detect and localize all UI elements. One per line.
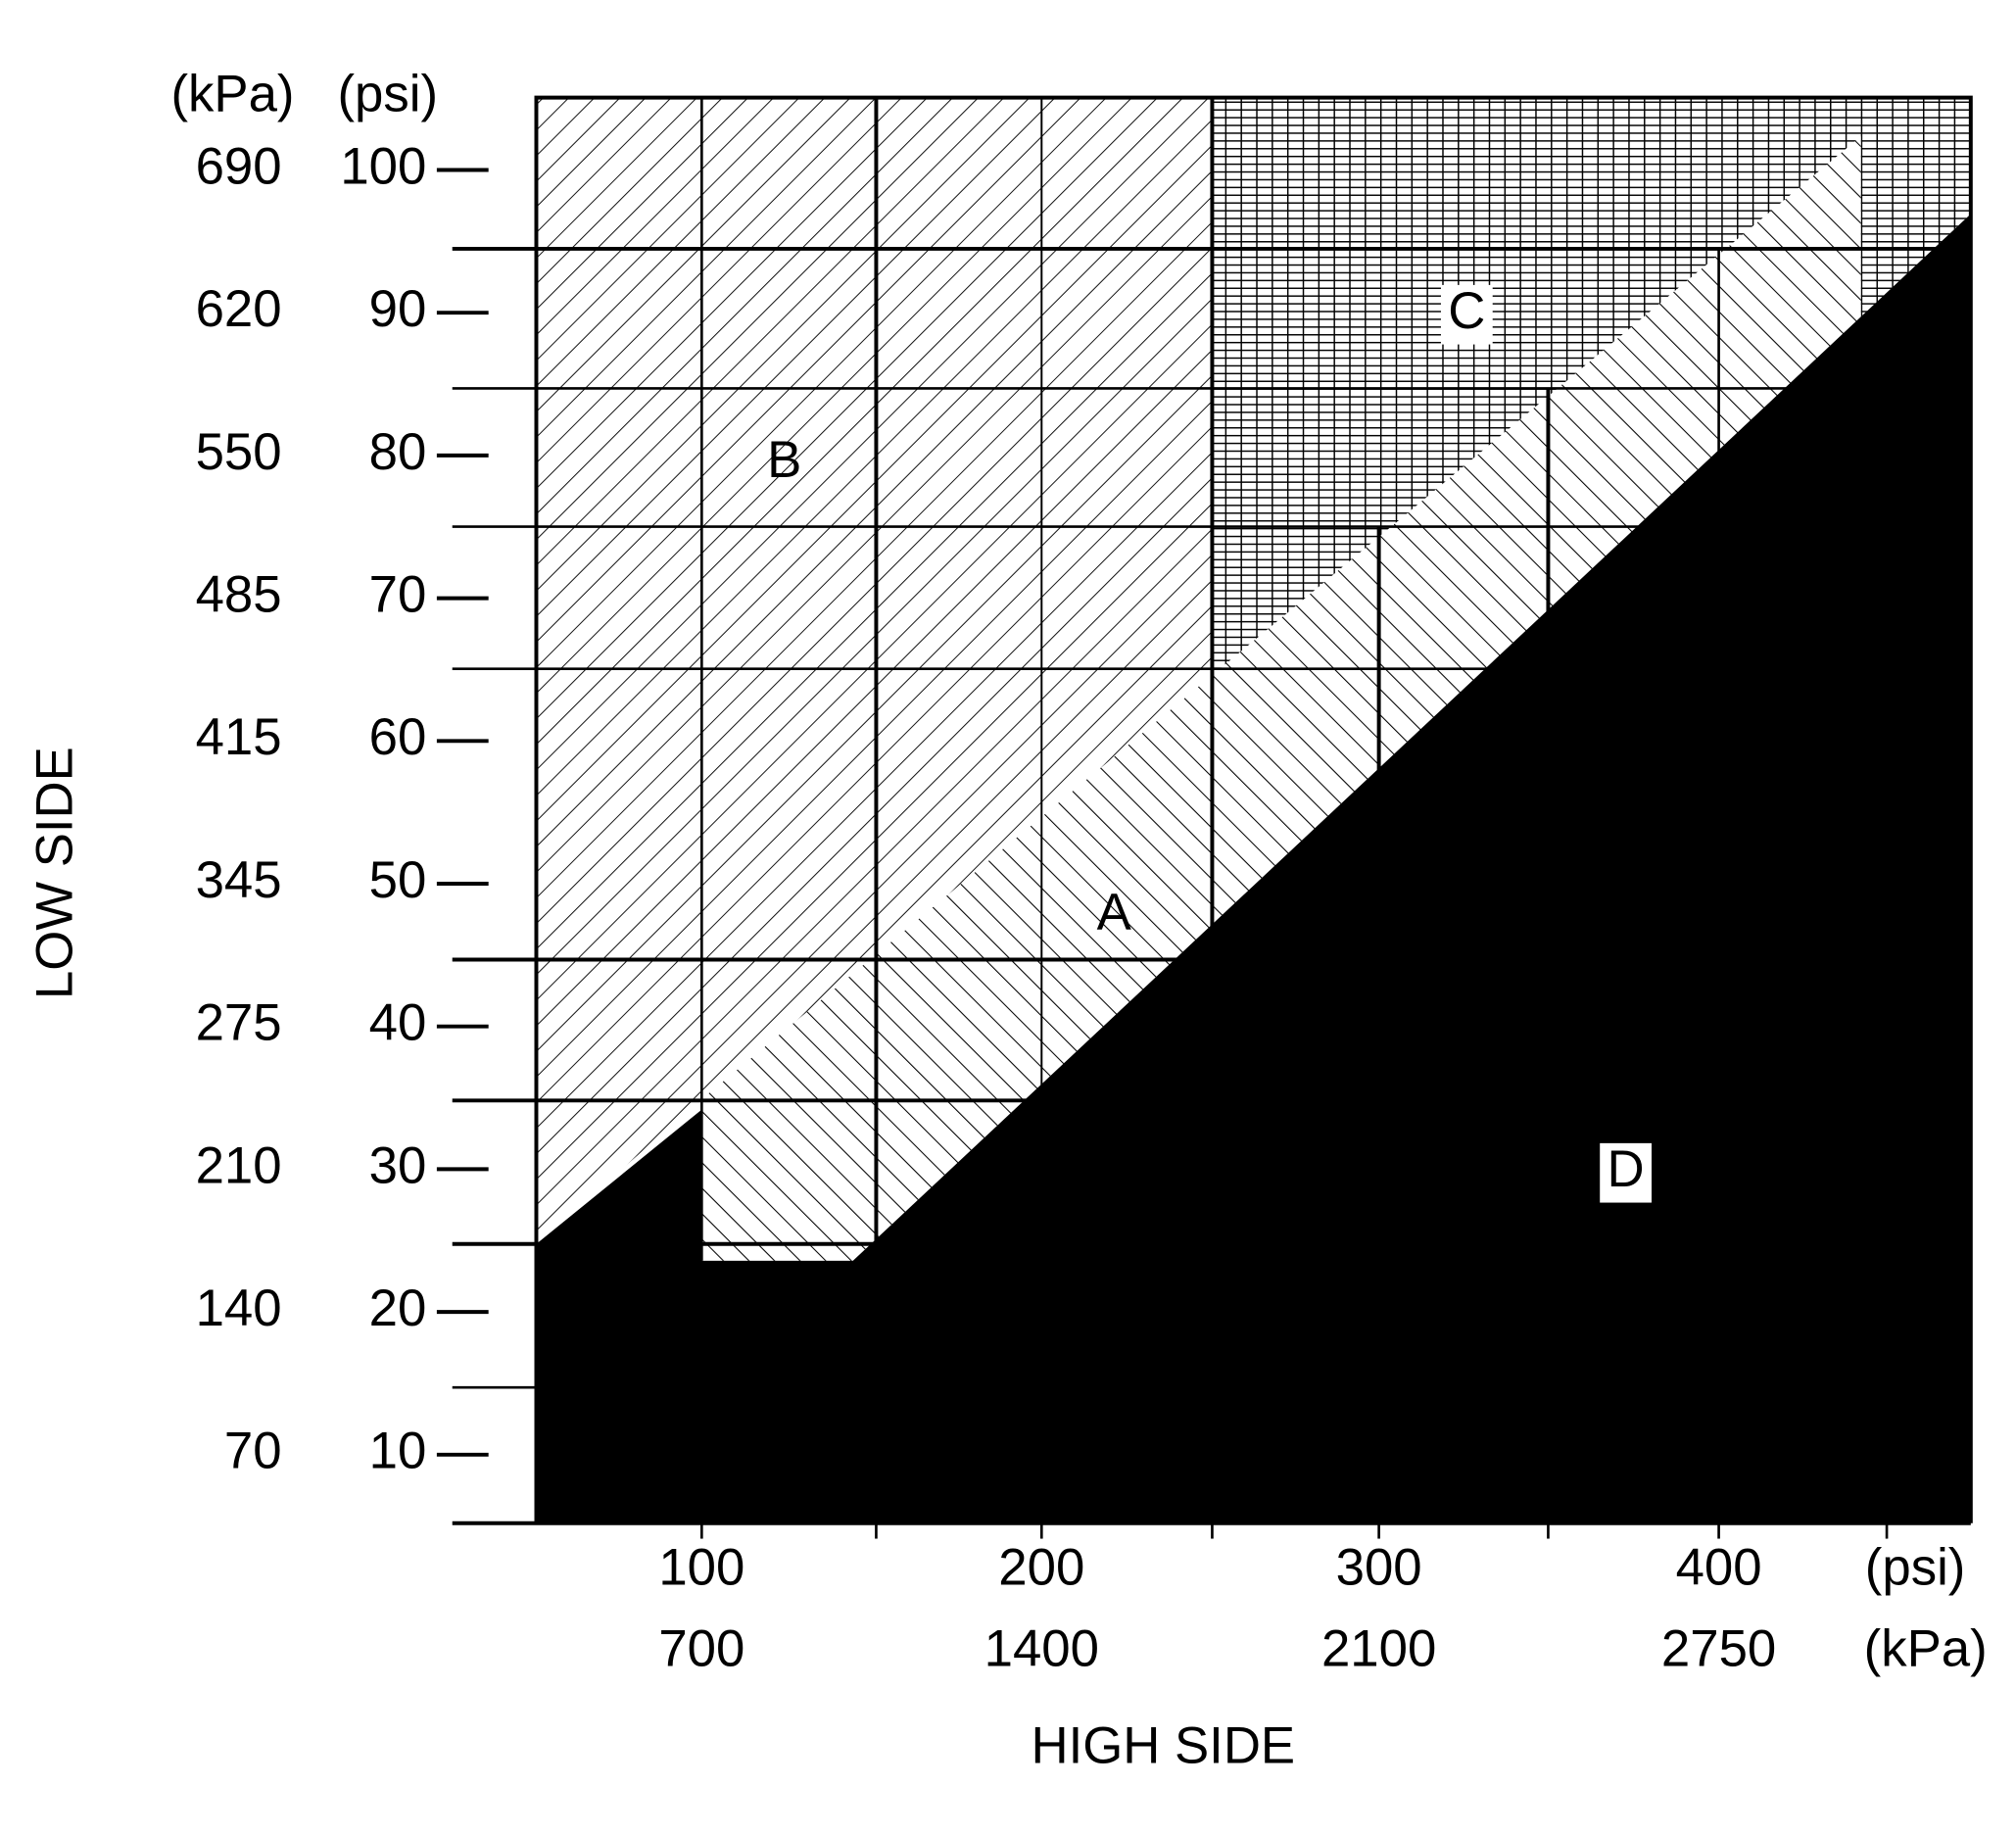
y-tick-label-kpa: 345 — [196, 851, 282, 909]
label-box — [1440, 284, 1493, 345]
region-c — [1212, 97, 1971, 676]
y-tick-label-psi: 10 — [369, 1423, 427, 1480]
region-label: D — [1608, 1140, 1645, 1198]
x-tick-label-kpa: 2100 — [1321, 1620, 1436, 1678]
y-tick-label-kpa: 620 — [196, 280, 282, 338]
y-axis-title: LOW SIDE — [25, 747, 83, 999]
label-box — [1600, 1142, 1652, 1203]
x-tick-label-kpa: 1400 — [984, 1620, 1099, 1678]
y-unit-kpa: (kPa) — [170, 66, 294, 123]
x-tick-label-psi: 400 — [1676, 1538, 1762, 1596]
region-a — [701, 136, 1861, 1261]
y-unit-psi: (psi) — [337, 66, 438, 123]
x-tick-label-psi: 200 — [998, 1538, 1084, 1596]
plot-border — [534, 95, 1973, 1523]
y-tick-label-psi: 50 — [369, 851, 427, 909]
x-tick-label-psi: 300 — [1336, 1538, 1422, 1596]
y-tick-label-psi: 60 — [369, 708, 427, 766]
y-tick-label-psi: 30 — [369, 1136, 427, 1194]
y-tick-label-psi: 80 — [369, 423, 427, 481]
x-unit-psi: (psi) — [1865, 1538, 1966, 1596]
x-unit-kpa: (kPa) — [1864, 1620, 1988, 1678]
y-tick-label-psi: 100 — [340, 137, 426, 195]
x-tick-label-kpa: 700 — [658, 1620, 744, 1678]
y-tick-label-kpa: 140 — [196, 1279, 282, 1337]
region-label: C — [1448, 282, 1485, 340]
y-tick-label-kpa: 485 — [196, 566, 282, 624]
y-tick-label-kpa: 210 — [196, 1136, 282, 1194]
y-tick-label-kpa: 70 — [224, 1423, 282, 1480]
labels: (kPa) (psi) LOW SIDE (psi) (kPa) HIGH SI… — [25, 66, 1987, 1775]
y-tick-label-kpa: 275 — [196, 994, 282, 1052]
region-label: B — [767, 431, 801, 489]
y-tick-label-psi: 20 — [369, 1279, 427, 1337]
y-tick-label-psi: 70 — [369, 566, 427, 624]
x-tick-label-kpa: 2750 — [1661, 1620, 1776, 1678]
y-tick-label-psi: 40 — [369, 994, 427, 1052]
y-tick-label-kpa: 550 — [196, 423, 282, 481]
ticks — [436, 168, 1889, 1539]
x-axis-title: HIGH SIDE — [1031, 1717, 1295, 1775]
y-tick-label-kpa: 690 — [196, 137, 282, 195]
region-label: A — [1097, 884, 1132, 941]
x-tick-label-psi: 100 — [658, 1538, 744, 1596]
y-tick-label-psi: 90 — [369, 280, 427, 338]
y-tick-label-kpa: 415 — [196, 708, 282, 766]
